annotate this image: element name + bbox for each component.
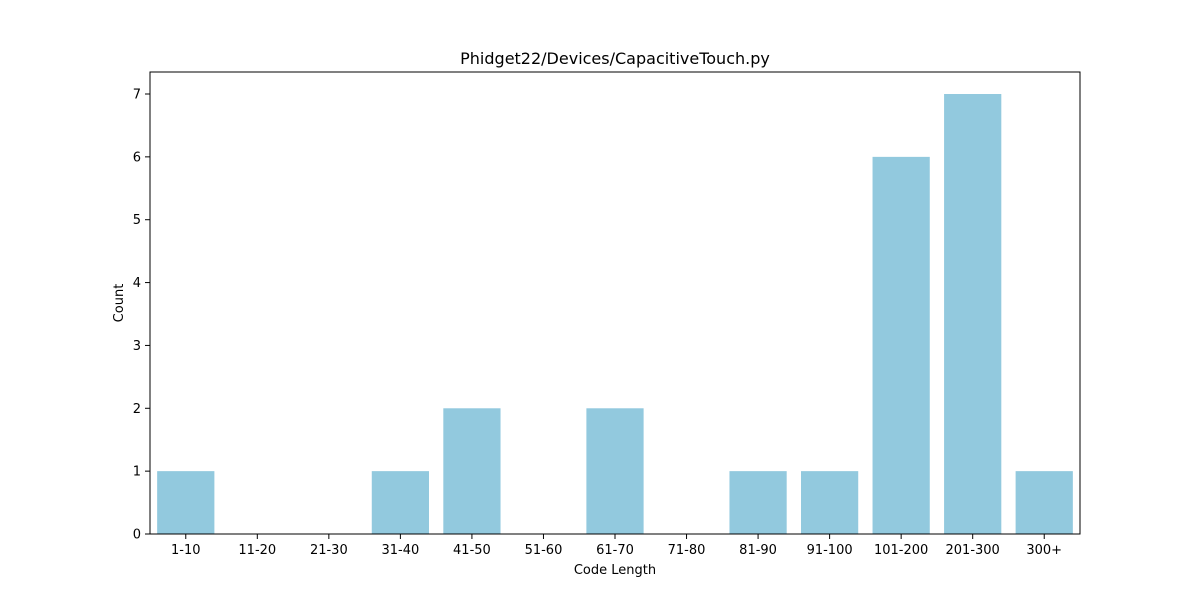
bar-81-90 bbox=[729, 471, 787, 534]
chart-title: Phidget22/Devices/CapacitiveTouch.py bbox=[460, 49, 770, 68]
bar-91-100 bbox=[801, 471, 859, 534]
y-tick-label: 1 bbox=[133, 465, 141, 480]
bar-1-10 bbox=[157, 471, 215, 534]
x-tick-label: 31-40 bbox=[381, 543, 419, 558]
x-tick-label: 300+ bbox=[1026, 543, 1062, 558]
x-tick-label: 61-70 bbox=[596, 543, 634, 558]
x-axis-ticks: 1-10 11-20 21-30 31-40 41-50 51-60 61-70 71-80 8… bbox=[171, 534, 1062, 558]
bar-61-70 bbox=[586, 408, 644, 534]
x-tick-label: 41-50 bbox=[453, 543, 491, 558]
y-tick-label: 5 bbox=[133, 213, 141, 228]
x-tick-label: 101-200 bbox=[874, 543, 928, 558]
y-axis-label: Count bbox=[112, 284, 127, 323]
x-tick-label: 51-60 bbox=[525, 543, 563, 558]
y-tick-label: 3 bbox=[133, 339, 141, 354]
bar-101-200 bbox=[872, 156, 930, 534]
y-tick-label: 7 bbox=[133, 88, 141, 103]
bar-300+ bbox=[1015, 471, 1073, 534]
y-tick-label: 2 bbox=[133, 402, 141, 417]
x-axis-label: Code Length bbox=[574, 563, 656, 578]
y-tick-label: 4 bbox=[133, 276, 141, 291]
bar-201-300 bbox=[944, 94, 1002, 534]
bars-layer bbox=[157, 94, 1073, 534]
x-tick-label: 71-80 bbox=[668, 543, 706, 558]
x-tick-label: 81-90 bbox=[739, 543, 777, 558]
x-tick-label: 21-30 bbox=[310, 543, 348, 558]
x-tick-label: 1-10 bbox=[171, 543, 201, 558]
bar-41-50 bbox=[443, 408, 501, 534]
bar-31-40 bbox=[371, 471, 429, 534]
y-axis-ticks: 0 1 2 3 4 5 6 7 bbox=[133, 88, 150, 543]
y-tick-label: 6 bbox=[133, 150, 141, 165]
x-tick-label: 91-100 bbox=[807, 543, 853, 558]
x-tick-label: 11-20 bbox=[238, 543, 276, 558]
x-tick-label: 201-300 bbox=[946, 543, 1000, 558]
y-tick-label: 0 bbox=[133, 528, 141, 543]
